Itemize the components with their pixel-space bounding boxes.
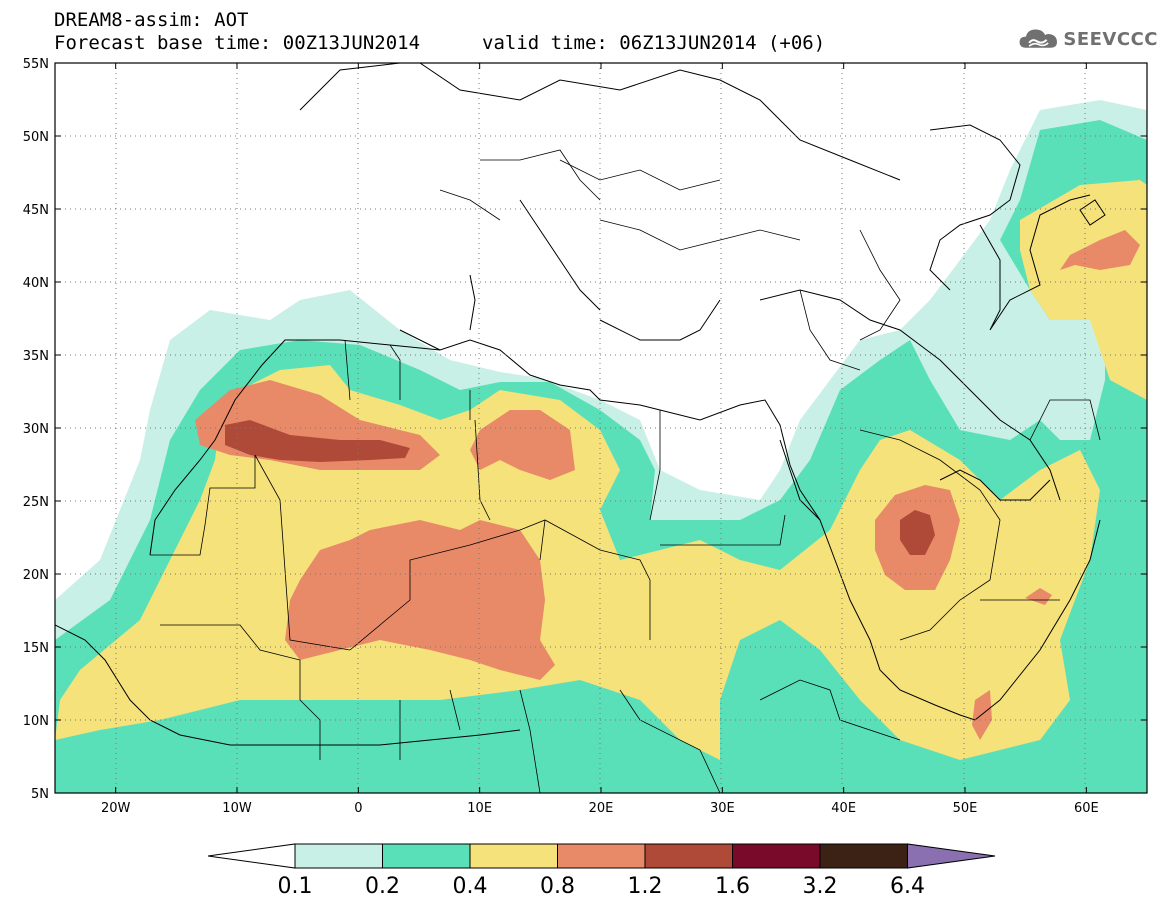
- colorbar-label: 3.2: [803, 874, 838, 899]
- lat-tick-label: 10N: [23, 714, 49, 729]
- lon-tick-label: 10E: [467, 801, 492, 816]
- colorbar-segment: [557, 843, 646, 869]
- forecast-base-time: Forecast base time: 00Z13JUN2014: [54, 32, 421, 54]
- colorbar-segment: [469, 843, 558, 869]
- colorbar-label: 0.2: [365, 874, 400, 899]
- colorbar-segment: [732, 843, 821, 869]
- colorbar-segment: [644, 843, 733, 869]
- colorbar-label: 0.4: [453, 874, 488, 899]
- graticule: [55, 63, 1147, 793]
- lat-tick-label: 55N: [23, 57, 49, 72]
- valid-time: valid time: 06Z13JUN2014 (+06): [482, 32, 826, 54]
- lon-tick-label: 60E: [1074, 801, 1099, 816]
- lat-tick-label: 40N: [23, 276, 49, 291]
- lat-tick-label: 35N: [23, 349, 49, 364]
- lon-tick-labels: 20W 10W 0 10E 20E 30E 40E 50E 60E: [101, 801, 1099, 816]
- lat-tick-label: 15N: [23, 641, 49, 656]
- seevccc-logo: SEEVCCC: [1018, 22, 1158, 56]
- logo-text: SEEVCCC: [1063, 28, 1158, 50]
- lat-tick-label: 25N: [23, 495, 49, 510]
- lat-tick-label: 20N: [23, 568, 49, 583]
- cloud-icon: [1019, 29, 1057, 48]
- lon-tick-label: 10W: [222, 801, 252, 816]
- colorbar-label: 1.6: [715, 874, 750, 899]
- colorbar-segment: [382, 843, 471, 869]
- lon-tick-label: 20E: [589, 801, 614, 816]
- colorbar-label: 0.8: [540, 874, 575, 899]
- lat-tick-label: 5N: [31, 787, 49, 802]
- colorbar-under-triangle: [207, 843, 296, 869]
- lon-tick-label: 20W: [101, 801, 131, 816]
- lon-tick-label: 30E: [710, 801, 735, 816]
- colorbar-segment: [294, 843, 383, 869]
- colorbar-label: 0.1: [278, 874, 313, 899]
- aot-field-1.2: [225, 420, 935, 555]
- colorbar-over-triangle: [907, 843, 996, 869]
- axis-ticks: [55, 62, 1147, 794]
- colorbar-labels: 0.1 0.2 0.4 0.8 1.2 1.6 3.2 6.4: [278, 874, 926, 899]
- map-title: DREAM8-assim: AOT: [54, 9, 249, 31]
- lat-tick-label: 30N: [23, 422, 49, 437]
- lon-tick-label: 50E: [953, 801, 978, 816]
- lon-tick-label: 40E: [831, 801, 856, 816]
- colorbar-label: 1.2: [628, 874, 663, 899]
- lat-tick-label: 50N: [23, 130, 49, 145]
- colorbar: [207, 843, 996, 869]
- colorbar-segment: [819, 843, 908, 869]
- lon-tick-label: 0: [354, 801, 362, 816]
- lat-tick-label: 45N: [23, 203, 49, 218]
- colorbar-label: 6.4: [890, 874, 925, 899]
- lat-tick-labels: 5N 10N 15N 20N 25N 30N 35N 40N 45N 50N 55N: [23, 57, 49, 802]
